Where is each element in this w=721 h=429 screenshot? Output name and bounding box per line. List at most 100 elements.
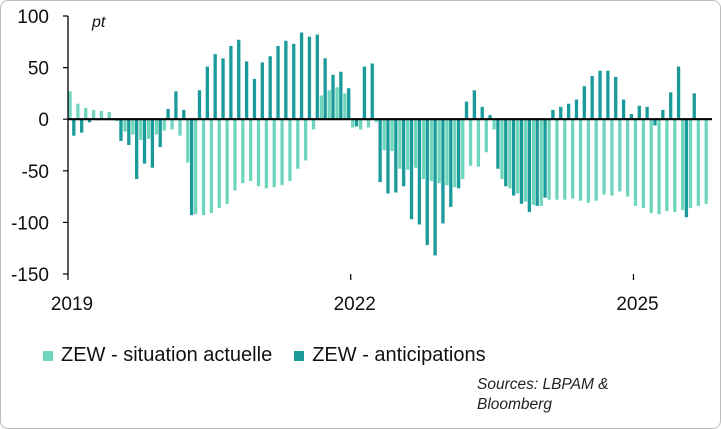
y-tick-label: -50	[22, 162, 49, 183]
bar-expect	[684, 119, 689, 218]
bar-current	[68, 91, 72, 120]
source-line-1: Sources: LBPAM &	[477, 376, 609, 393]
bar-current	[531, 119, 536, 205]
x-tick-label: 2025	[616, 294, 658, 315]
bar-expect	[496, 119, 500, 169]
bar-expect	[182, 109, 186, 120]
y-tick-labels: -150 -100 -50 0 50 100	[11, 7, 68, 286]
series-expect-bars	[72, 32, 696, 256]
bar-current	[84, 107, 88, 120]
bar-current	[586, 119, 591, 203]
bar-current	[578, 119, 583, 201]
y-tick-label: -100	[11, 213, 49, 234]
bar-expect	[417, 119, 422, 225]
bar-current	[547, 119, 551, 200]
bar-expect	[119, 119, 123, 141]
bar-current	[335, 87, 339, 120]
bar-current	[311, 119, 316, 130]
bar-expect	[504, 119, 508, 187]
bar-expect	[559, 106, 563, 120]
bar-current	[484, 119, 488, 153]
legend-label-current: ZEW - situation actuelle	[61, 344, 273, 366]
bar-expect	[284, 40, 288, 120]
bar-current	[296, 119, 300, 169]
bar-current	[343, 93, 347, 120]
bar-expect	[244, 61, 249, 120]
bar-current	[453, 119, 457, 188]
bar-expect	[307, 36, 312, 120]
y-tick-label: 50	[28, 59, 49, 80]
legend-swatch-current	[43, 350, 53, 361]
bar-expect	[566, 103, 571, 120]
bar-expect	[676, 66, 681, 120]
bar-current	[421, 119, 426, 180]
bar-expect	[425, 119, 429, 246]
bar-current	[154, 119, 159, 135]
bar-current	[413, 119, 418, 168]
bar-expect	[621, 99, 626, 120]
bar-current	[264, 119, 269, 189]
axes	[67, 16, 712, 274]
bar-expect	[511, 119, 516, 196]
bar-expect	[441, 119, 445, 224]
bar-expect	[370, 63, 374, 120]
bar-expect	[135, 119, 139, 180]
series-current-bars	[68, 87, 708, 216]
bar-current	[256, 119, 261, 187]
bar-current	[170, 119, 174, 130]
bar-current	[461, 119, 465, 180]
bar-expect	[394, 119, 398, 193]
bar-current	[225, 119, 229, 204]
bar-expect	[150, 119, 155, 168]
bar-current	[688, 119, 693, 208]
bar-current	[131, 119, 135, 135]
bar-expect	[472, 90, 477, 120]
bar-expect	[629, 114, 634, 120]
bar-current	[327, 90, 331, 120]
bar-expect	[661, 109, 665, 120]
bar-current	[594, 119, 598, 201]
bar-expect	[252, 78, 257, 120]
bar-expect	[213, 54, 217, 120]
bar-current	[382, 119, 386, 151]
bar-expect	[614, 76, 618, 120]
bar-expect	[535, 119, 539, 206]
bar-expect	[72, 119, 76, 136]
bar-expect	[590, 75, 594, 120]
bar-current	[99, 110, 104, 120]
bar-current	[76, 103, 80, 120]
bar-current	[618, 119, 622, 192]
bar-expect	[276, 45, 280, 120]
bar-expect	[653, 119, 657, 126]
bar-current	[649, 119, 653, 214]
bar-current	[123, 119, 127, 132]
bar-current	[233, 119, 237, 191]
bar-expect	[645, 106, 649, 120]
x-tick-labels: 2019 2022 2025	[51, 274, 659, 315]
bar-current	[351, 119, 355, 128]
bar-expect	[457, 119, 461, 189]
bar-current	[186, 119, 190, 163]
bar-expect	[87, 119, 92, 123]
bar-current	[280, 119, 284, 186]
bar-expect	[127, 119, 131, 145]
bar-expect	[692, 93, 696, 120]
bar-expect	[237, 39, 241, 120]
bar-current	[468, 119, 473, 166]
legend-label-expect: ZEW - anticipations	[312, 344, 486, 366]
legend-swatch-expect	[294, 350, 305, 361]
bar-current	[704, 119, 708, 204]
bar-expect	[354, 119, 359, 127]
bar-expect	[378, 119, 382, 183]
bar-current	[209, 119, 214, 214]
bar-expect	[292, 43, 296, 120]
bar-current	[665, 119, 669, 212]
bar-current	[563, 119, 567, 200]
bar-current	[680, 119, 685, 211]
bar-current	[555, 119, 559, 200]
bar-current	[241, 119, 245, 184]
bar-expect	[142, 119, 147, 164]
bar-current	[696, 119, 700, 206]
bar-expect	[229, 45, 233, 120]
bar-expect	[174, 91, 178, 120]
